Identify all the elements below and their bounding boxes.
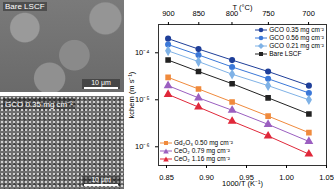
svg-text:750: 750: [262, 9, 275, 18]
svg-text:900: 900: [162, 9, 175, 18]
svg-text:800: 800: [225, 8, 239, 18]
svg-text:0.90: 0.90: [199, 173, 214, 182]
svg-text:1000/T (K⁻¹): 1000/T (K⁻¹): [222, 179, 263, 188]
html-text:GCO 0.56 mg cm⁻²: GCO 0.56 mg cm⁻²: [269, 34, 324, 41]
svg-text:700: 700: [302, 9, 315, 18]
html-text:10 μm: 10 μm: [91, 79, 111, 86]
html-text:10 μm: 10 μm: [91, 176, 111, 183]
svg-text:0.85: 0.85: [159, 173, 174, 182]
html-text:CeO₂ 0.79 mg cm⁻²: CeO₂ 0.79 mg cm⁻²: [174, 147, 230, 154]
html-text:Gd₂O₃ 0.50 mg cm⁻²: Gd₂O₃ 0.50 mg cm⁻²: [174, 139, 233, 146]
html-text:GCO 0.21 mg cm⁻²: GCO 0.21 mg cm⁻²: [269, 42, 324, 49]
svg-text:850: 850: [193, 9, 206, 18]
svg-text:10⁻⁴: 10⁻⁴: [135, 48, 150, 57]
svg-text:0.95: 0.95: [239, 172, 254, 182]
svg-text:10⁻⁶: 10⁻⁶: [135, 142, 149, 151]
svg-text:1.05: 1.05: [319, 173, 334, 182]
svg-text:kchem (m s⁻¹): kchem (m s⁻¹): [127, 71, 136, 118]
html-text:GCO 0.35 mg cm⁻²: GCO 0.35 mg cm⁻²: [269, 26, 324, 33]
html-text:Bare LSCF: Bare LSCF: [5, 2, 45, 11]
html-text:GCO 0.35 mg cm⁻²: GCO 0.35 mg cm⁻²: [5, 100, 73, 109]
html-text:Bare LSCF: Bare LSCF: [269, 50, 302, 57]
html-text:CeO₂ 1.16 mg cm⁻²: CeO₂ 1.16 mg cm⁻²: [174, 155, 230, 162]
svg-text:10⁻⁵: 10⁻⁵: [135, 95, 149, 104]
svg-text:T (°C): T (°C): [233, 3, 253, 12]
svg-text:1.00: 1.00: [279, 173, 294, 182]
